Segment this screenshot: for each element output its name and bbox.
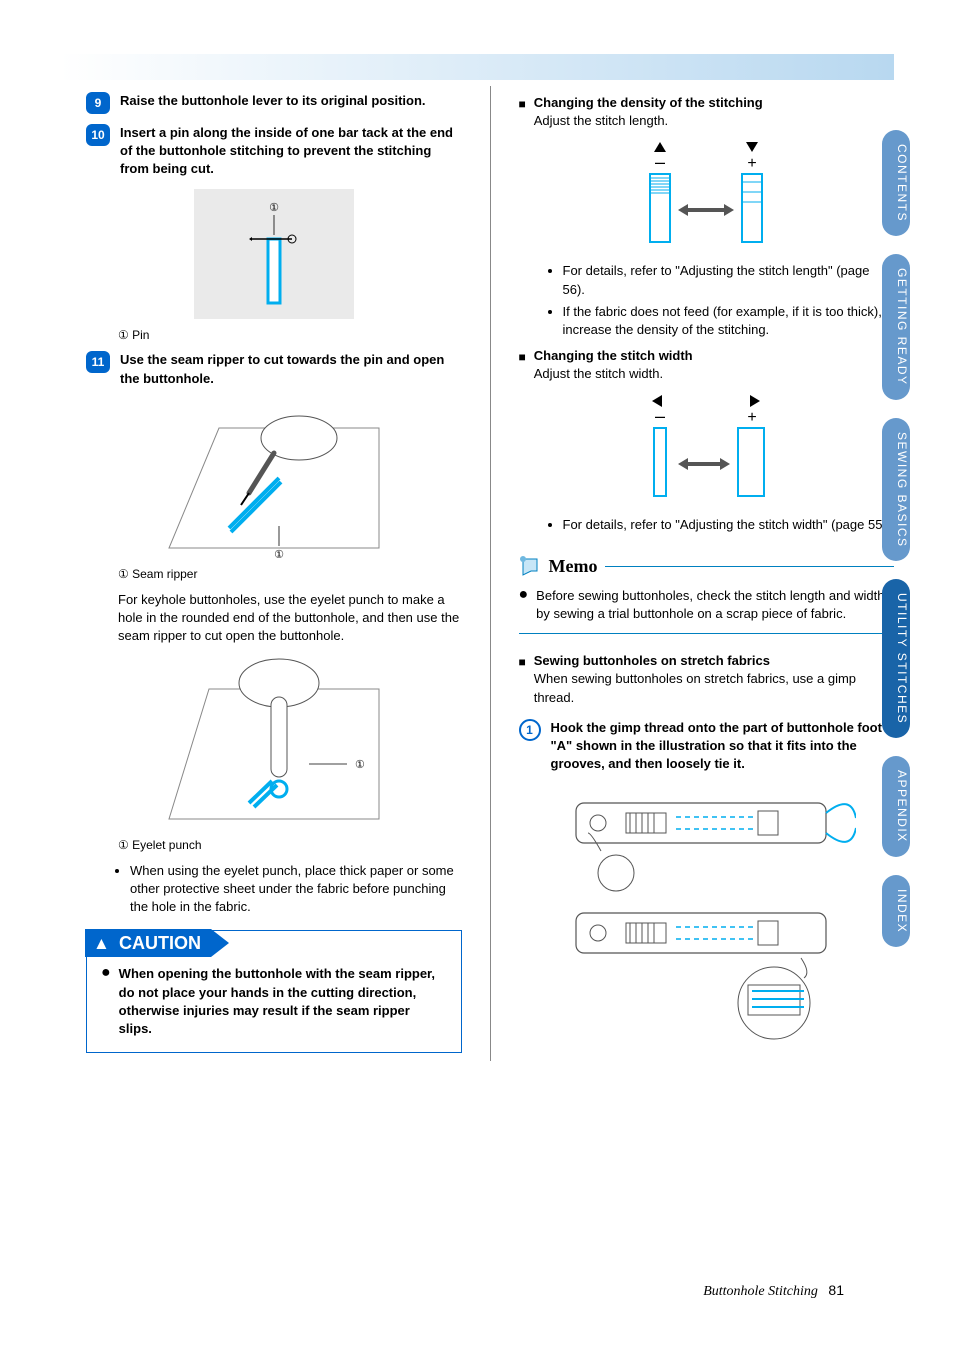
tab-utility-stitches[interactable]: UTILITY STITCHES: [882, 579, 910, 738]
eyelet-bullet: When using the eyelet punch, place thick…: [130, 862, 462, 917]
figure-seam-ripper: ①: [159, 398, 389, 558]
figure-eyelet-punch: ①: [159, 649, 389, 829]
density-title: Changing the density of the stitching: [534, 94, 894, 112]
callout-eyelet: ① Eyelet punch: [118, 837, 462, 854]
tab-getting-ready[interactable]: GETTING READY: [882, 254, 910, 400]
tab-sewing-basics[interactable]: SEWING BASICS: [882, 418, 910, 562]
column-divider: [490, 86, 491, 1061]
tab-appendix[interactable]: APPENDIX: [882, 756, 910, 857]
caution-bullet-icon: ●: [101, 965, 111, 1038]
svg-text:–: –: [655, 406, 665, 426]
stretch-sub: When sewing buttonholes on stretch fabri…: [534, 670, 894, 706]
square-bullet-icon: ■: [519, 349, 526, 383]
svg-text:①: ①: [269, 202, 279, 214]
left-column: 9 Raise the buttonhole lever to its orig…: [86, 86, 462, 1061]
svg-text:①: ①: [274, 549, 284, 558]
width-bullet-1: For details, refer to "Adjusting the sti…: [563, 516, 895, 534]
stretch-title: Sewing buttonholes on stretch fabrics: [534, 652, 894, 670]
step-number-hollow-1: 1: [519, 719, 541, 741]
page-number: 81: [828, 1282, 844, 1298]
header-gradient-bar: [60, 54, 894, 80]
step-11-text: Use the seam ripper to cut towards the p…: [120, 351, 462, 387]
width-title: Changing the stitch width: [534, 347, 894, 365]
stretch-step-1-text: Hook the gimp thread onto the part of bu…: [551, 719, 895, 774]
caution-label: CAUTION: [115, 929, 211, 957]
keyhole-paragraph: For keyhole buttonholes, use the eyelet …: [118, 591, 462, 646]
density-bullet-2: If the fabric does not feed (for example…: [563, 303, 895, 339]
figure-density: – +: [606, 134, 806, 254]
svg-text:–: –: [655, 152, 665, 172]
step-11: 11 Use the seam ripper to cut towards th…: [86, 351, 462, 387]
memo-text: Before sewing buttonholes, check the sti…: [536, 587, 894, 623]
width-sub: Adjust the stitch width.: [534, 365, 894, 383]
memo-bullet-icon: ●: [519, 587, 529, 623]
callout-seam-ripper: ① Seam ripper: [118, 566, 462, 583]
step-number-11: 11: [86, 351, 110, 373]
right-column: ■ Changing the density of the stitching …: [519, 86, 895, 1061]
callout-pin: ① Pin: [118, 327, 462, 344]
density-sub: Adjust the stitch length.: [534, 112, 894, 130]
memo-header: Memo: [519, 554, 895, 579]
memo-icon: [519, 555, 541, 577]
square-bullet-icon: ■: [519, 654, 526, 707]
step-10: 10 Insert a pin along the inside of one …: [86, 124, 462, 179]
svg-text:①: ①: [355, 759, 365, 771]
step-9: 9 Raise the buttonhole lever to its orig…: [86, 92, 462, 114]
svg-text:+: +: [748, 155, 757, 172]
side-tabs: CONTENTS GETTING READY SEWING BASICS UTI…: [882, 130, 914, 965]
figure-gimp-top: [556, 783, 856, 893]
tab-contents[interactable]: CONTENTS: [882, 130, 910, 236]
warning-icon: ▲: [93, 932, 110, 956]
density-bullet-1: For details, refer to "Adjusting the sti…: [563, 262, 895, 298]
step-10-text: Insert a pin along the inside of one bar…: [120, 124, 462, 179]
tab-index[interactable]: INDEX: [882, 875, 910, 947]
figure-width: – +: [606, 388, 806, 508]
page-footer: Buttonhole Stitching 81: [703, 1281, 844, 1302]
caution-text: When opening the buttonhole with the sea…: [119, 965, 447, 1038]
step-9-text: Raise the buttonhole lever to its origin…: [120, 92, 462, 114]
figure-pin: ①: [194, 189, 354, 319]
square-bullet-icon: ■: [519, 96, 526, 130]
caution-box: ▲ CAUTION ● When opening the buttonhole …: [86, 930, 462, 1053]
svg-text:+: +: [748, 409, 757, 426]
figure-gimp-bottom: [556, 903, 856, 1053]
step-number-10: 10: [86, 124, 110, 146]
footer-title: Buttonhole Stitching: [703, 1284, 818, 1299]
memo-label: Memo: [549, 554, 598, 579]
step-number-9: 9: [86, 92, 110, 114]
